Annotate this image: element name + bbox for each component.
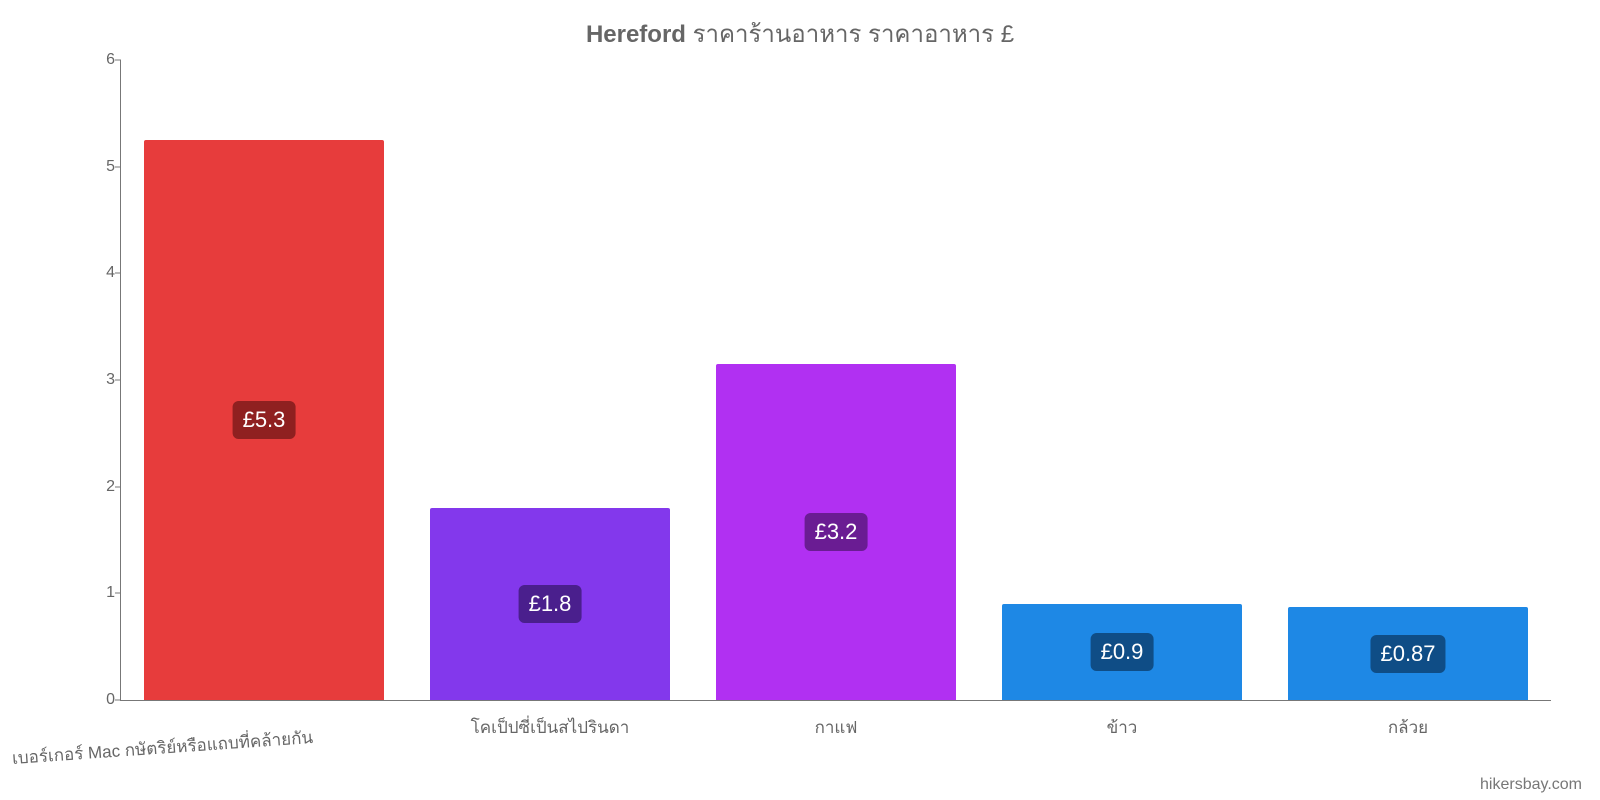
chart-title-rest: ราคาร้านอาหาร ราคาอาหาร £ xyxy=(686,21,1014,48)
y-tick-mark xyxy=(115,273,121,274)
y-tick-label: 5 xyxy=(81,158,115,176)
bar-value-label: £1.8 xyxy=(519,585,582,623)
y-tick-mark xyxy=(115,380,121,381)
y-tick-mark xyxy=(115,166,121,167)
chart-title-bold: Hereford xyxy=(586,21,686,48)
credit-text: hikersbay.com xyxy=(1480,776,1582,794)
y-tick-label: 6 xyxy=(81,51,115,69)
y-tick-mark xyxy=(115,486,121,487)
y-tick-label: 2 xyxy=(81,478,115,496)
chart-container: Hereford ราคาร้านอาหาร ราคาอาหาร £ 01234… xyxy=(0,0,1600,800)
y-tick-mark xyxy=(115,593,121,594)
x-category-label: กล้วย xyxy=(1388,714,1428,741)
bar-value-label: £0.87 xyxy=(1370,635,1445,673)
bar-value-label: £5.3 xyxy=(233,401,296,439)
y-tick-mark xyxy=(115,700,121,701)
y-tick-label: 1 xyxy=(81,584,115,602)
y-tick-mark xyxy=(115,60,121,61)
y-tick-label: 0 xyxy=(81,691,115,709)
x-category-label: ข้าว xyxy=(1107,714,1138,741)
x-category-label: โคเป็ปซี่เป็นสไปรินดา xyxy=(471,714,630,741)
x-category-label: เบอร์เกอร์ Mac กษัตริย์หรือแถบที่คล้ายกั… xyxy=(11,724,314,772)
bar-value-label: £0.9 xyxy=(1091,633,1154,671)
y-tick-label: 3 xyxy=(81,371,115,389)
bar-value-label: £3.2 xyxy=(805,513,868,551)
y-tick-label: 4 xyxy=(81,264,115,282)
plot-area: 0123456£5.3เบอร์เกอร์ Mac กษัตริย์หรือแถ… xyxy=(120,60,1551,701)
x-category-label: กาแฟ xyxy=(815,714,858,741)
chart-title: Hereford ราคาร้านอาหาร ราคาอาหาร £ xyxy=(0,14,1600,53)
